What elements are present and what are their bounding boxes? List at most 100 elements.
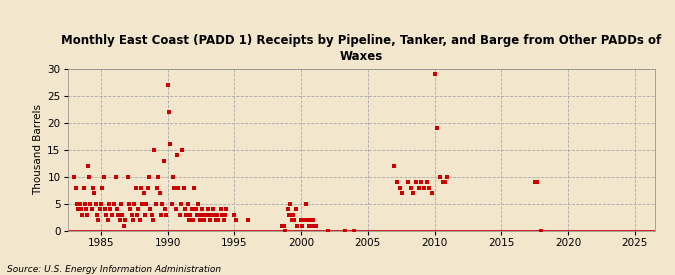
Point <box>148 218 159 222</box>
Point <box>301 202 312 206</box>
Point <box>292 223 302 228</box>
Point <box>278 223 289 228</box>
Point <box>529 180 540 185</box>
Point <box>86 207 97 211</box>
Point <box>229 213 240 217</box>
Point <box>133 207 144 211</box>
Point <box>209 213 220 217</box>
Point <box>323 229 333 233</box>
Point <box>202 207 213 211</box>
Point <box>141 202 152 206</box>
Point <box>441 175 452 179</box>
Point <box>298 218 309 222</box>
Point <box>155 213 166 217</box>
Point <box>309 223 320 228</box>
Point <box>85 202 96 206</box>
Point <box>125 207 136 211</box>
Point <box>190 207 201 211</box>
Point <box>302 218 313 222</box>
Point <box>286 218 297 222</box>
Title: Monthly East Coast (PADD 1) Receipts by Pipeline, Tanker, and Barge from Other P: Monthly East Coast (PADD 1) Receipts by … <box>61 34 662 64</box>
Point <box>95 202 106 206</box>
Point <box>174 213 185 217</box>
Point <box>82 213 92 217</box>
Point <box>102 218 113 222</box>
Point <box>349 229 360 233</box>
Point <box>119 218 130 222</box>
Point <box>105 207 115 211</box>
Point <box>389 164 400 168</box>
Point <box>92 218 103 222</box>
Point <box>159 207 170 211</box>
Point <box>101 213 111 217</box>
Point <box>138 191 149 195</box>
Point <box>184 218 194 222</box>
Point <box>305 218 316 222</box>
Point <box>89 191 100 195</box>
Point <box>230 218 241 222</box>
Point <box>137 202 148 206</box>
Point <box>151 202 161 206</box>
Point <box>427 191 437 195</box>
Point <box>76 207 86 211</box>
Point <box>215 207 226 211</box>
Point <box>153 175 163 179</box>
Point <box>308 218 319 222</box>
Point <box>92 213 103 217</box>
Text: Source: U.S. Energy Information Administration: Source: U.S. Energy Information Administ… <box>7 265 221 274</box>
Point <box>126 213 137 217</box>
Point <box>69 175 80 179</box>
Point <box>277 223 288 228</box>
Point <box>198 218 209 222</box>
Point <box>536 229 547 233</box>
Point <box>88 186 99 190</box>
Point <box>289 218 300 222</box>
Point <box>392 180 402 185</box>
Point <box>110 175 121 179</box>
Point <box>208 207 219 211</box>
Point <box>217 213 227 217</box>
Point <box>97 186 107 190</box>
Point <box>290 207 301 211</box>
Point <box>103 202 114 206</box>
Point <box>424 186 435 190</box>
Point <box>117 213 128 217</box>
Point <box>192 213 202 217</box>
Point <box>440 180 451 185</box>
Point <box>167 175 178 179</box>
Point <box>178 186 189 190</box>
Point <box>124 202 134 206</box>
Point <box>74 202 85 206</box>
Point <box>310 223 321 228</box>
Point <box>151 186 162 190</box>
Point <box>82 164 93 168</box>
Point <box>161 213 171 217</box>
Point <box>300 218 310 222</box>
Point <box>408 191 418 195</box>
Point <box>185 213 196 217</box>
Point <box>242 218 253 222</box>
Point <box>140 213 151 217</box>
Point <box>149 148 160 152</box>
Point <box>115 202 126 206</box>
Point <box>279 229 290 233</box>
Point <box>130 186 141 190</box>
Point <box>340 229 350 233</box>
Point <box>532 180 543 185</box>
Point <box>146 213 157 217</box>
Point <box>418 186 429 190</box>
Point <box>111 207 122 211</box>
Point <box>282 207 293 211</box>
Point <box>70 186 81 190</box>
Point <box>304 223 315 228</box>
Point <box>177 148 188 152</box>
Point <box>397 191 408 195</box>
Point <box>221 207 232 211</box>
Point <box>118 223 129 228</box>
Point <box>84 175 95 179</box>
Point <box>410 180 421 185</box>
Point <box>99 207 110 211</box>
Point <box>94 207 105 211</box>
Point <box>73 207 84 211</box>
Point <box>165 142 176 147</box>
